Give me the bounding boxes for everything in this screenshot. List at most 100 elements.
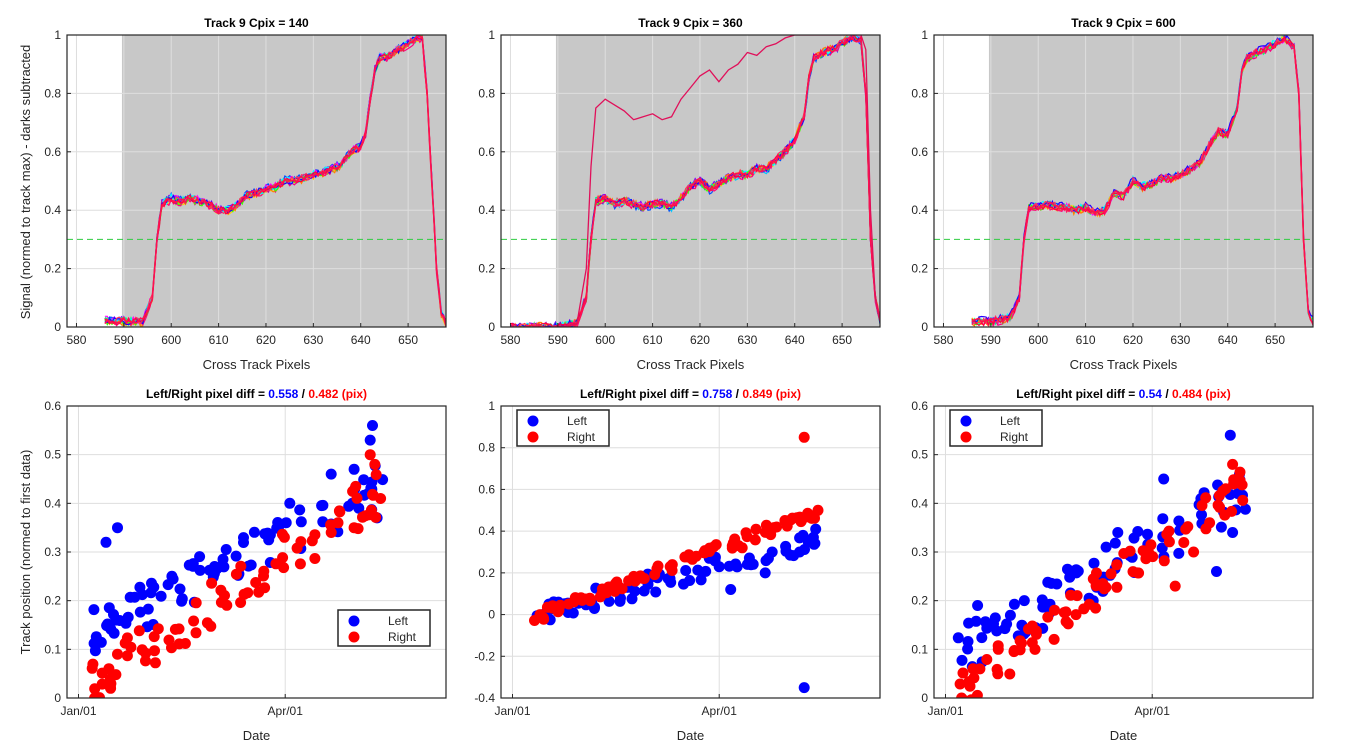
x-tick-label: 630 xyxy=(1170,333,1190,347)
data-point-right xyxy=(190,627,202,639)
data-point-left xyxy=(166,570,178,582)
profile-curve xyxy=(971,39,1313,325)
x-axis-label: Date xyxy=(1110,728,1137,743)
data-point-right xyxy=(726,540,738,552)
data-point-right xyxy=(291,542,303,554)
data-point-right xyxy=(971,689,983,698)
x-axis-label: Cross Track Pixels xyxy=(1070,357,1178,372)
data-point-left xyxy=(108,627,120,639)
data-point-right xyxy=(771,521,783,533)
data-point-right xyxy=(309,553,321,564)
data-point-left xyxy=(88,604,100,616)
x-tick-label: 640 xyxy=(1218,333,1238,347)
y-tick-label: 0.8 xyxy=(44,86,61,100)
data-point-right xyxy=(370,469,382,481)
data-point-left xyxy=(1109,537,1121,549)
data-point-right xyxy=(596,589,608,600)
data-point-left xyxy=(142,603,154,615)
data-point-left xyxy=(962,643,974,655)
data-point-left xyxy=(120,617,132,629)
data-point-left xyxy=(162,579,174,591)
x-tick-label: 590 xyxy=(548,333,568,347)
data-point-left xyxy=(1142,528,1153,540)
panel-title: Track 9 Cpix = 360 xyxy=(638,16,743,30)
data-point-left xyxy=(952,632,964,644)
data-point-left xyxy=(1158,473,1170,485)
x-tick-label: 620 xyxy=(690,333,710,347)
title-left-value: 0.558 xyxy=(268,387,298,401)
x-tick-label: 600 xyxy=(1028,333,1048,347)
x-tick-label: 640 xyxy=(351,333,371,347)
axes-frame xyxy=(933,34,1314,328)
data-point-right xyxy=(1226,505,1238,517)
legend-label-right: Right xyxy=(567,430,596,444)
x-tick-label: Jan/01 xyxy=(927,704,963,718)
data-point-left xyxy=(176,595,188,607)
data-point-right xyxy=(760,519,772,531)
data-point-left xyxy=(650,586,662,598)
data-point-right xyxy=(1178,537,1190,548)
data-point-right xyxy=(357,511,368,523)
data-point-right xyxy=(173,638,185,650)
x-tick-label: 580 xyxy=(66,333,86,347)
data-point-right xyxy=(957,667,969,679)
data-point-right xyxy=(140,655,151,667)
y-tick-label: -0.2 xyxy=(474,649,495,663)
data-point-left xyxy=(136,589,148,601)
panel-title: Left/Right pixel diff = 0.54 / 0.484 (pi… xyxy=(1016,387,1230,401)
data-point-right xyxy=(1030,628,1042,640)
y-tick-label: 0.1 xyxy=(911,642,928,656)
data-point-left xyxy=(295,516,307,528)
data-point-right xyxy=(235,597,247,608)
x-tick-label: 630 xyxy=(737,333,757,347)
data-point-left xyxy=(972,600,984,611)
legend-label-left: Left xyxy=(1000,414,1021,428)
data-point-right xyxy=(736,542,748,554)
data-point-right xyxy=(1158,555,1170,567)
panels-group: 0 0.2 0.4 0.6 0.8 1 580 590 600 610 620 630 640 650 Cr… xyxy=(44,16,1314,743)
data-point-left xyxy=(100,536,112,548)
data-point-right xyxy=(637,572,649,584)
panel-1: 0 0.2 0.4 0.6 0.8 1 580 590 600 610 620 630 640 650 Cr… xyxy=(44,16,447,372)
data-point-right xyxy=(704,542,715,554)
y-tick-label: 0.6 xyxy=(44,399,61,413)
data-point-right xyxy=(1111,559,1123,571)
legend-label-right: Right xyxy=(1000,430,1029,444)
data-point-right xyxy=(1058,607,1070,618)
data-point-right xyxy=(611,576,623,588)
data-point-left xyxy=(1215,521,1227,533)
x-tick-label: Apr/01 xyxy=(1135,704,1171,718)
data-point-left xyxy=(353,502,365,514)
legend-label-left: Left xyxy=(388,614,409,628)
data-point-right xyxy=(1062,618,1074,630)
data-point-left xyxy=(1196,509,1207,521)
data-point-right xyxy=(666,565,678,576)
data-point-left xyxy=(1173,547,1185,559)
data-point-right xyxy=(258,570,269,582)
data-point-right xyxy=(1042,611,1054,623)
y-tick-label: 0 xyxy=(488,608,495,622)
title-separator: / xyxy=(1162,387,1172,401)
data-point-right xyxy=(750,523,762,535)
data-point-right xyxy=(1124,545,1136,557)
data-point-right xyxy=(1105,568,1117,580)
panel-3: 0 0.2 0.4 0.6 0.8 1 580 590 600 610 620 630 640 650 Cr… xyxy=(911,16,1314,372)
x-tick-label: 610 xyxy=(209,333,229,347)
data-point-right xyxy=(1196,500,1208,511)
x-tick-label: 580 xyxy=(500,333,520,347)
data-point-right xyxy=(1026,620,1038,632)
data-point-left xyxy=(1042,576,1054,588)
panel-title: Left/Right pixel diff = 0.758 / 0.849 (p… xyxy=(580,387,801,401)
data-point-left xyxy=(325,468,337,480)
data-point-right xyxy=(964,680,976,692)
y-tick-label: 0.4 xyxy=(478,524,495,538)
profile-curve xyxy=(104,35,446,326)
x-axis-label: Date xyxy=(677,728,704,743)
data-point-left xyxy=(1112,527,1124,538)
data-point-left xyxy=(1157,513,1169,525)
axes-frame xyxy=(500,405,881,699)
data-point-right xyxy=(1145,539,1157,551)
data-point-right xyxy=(534,609,546,621)
data-point-left xyxy=(245,559,257,571)
data-point-right xyxy=(121,650,133,662)
